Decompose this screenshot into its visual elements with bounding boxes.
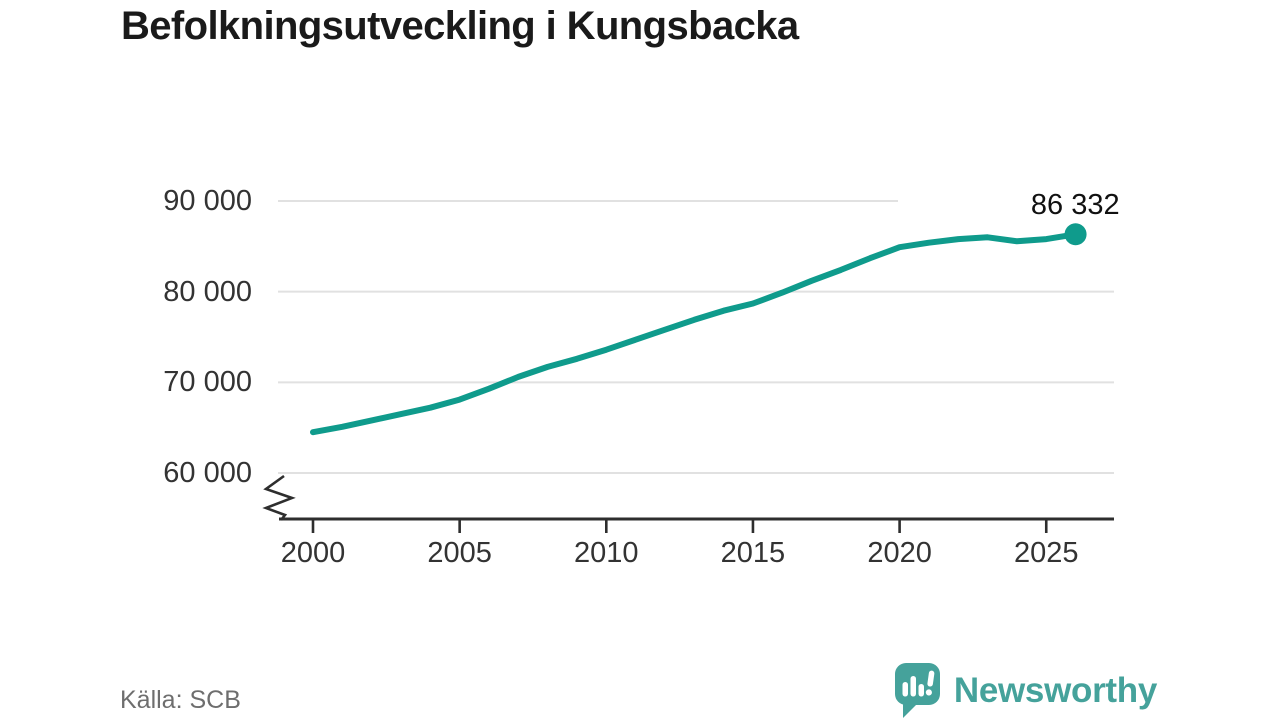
- y-axis-label: 80 000: [163, 275, 252, 308]
- end-value-label: 86 332: [897, 189, 1122, 224]
- x-axis-label: 2010: [574, 537, 639, 569]
- x-axis-label: 2020: [867, 537, 932, 569]
- y-axis-break-icon: [262, 474, 296, 521]
- x-axis-label: 2015: [720, 537, 786, 569]
- y-axis-label: 90 000: [163, 185, 252, 217]
- x-axis-label: 2005: [427, 537, 492, 569]
- y-axis-label: 70 000: [163, 366, 252, 399]
- source-note: Källa: SCB: [120, 686, 241, 714]
- y-axis-label: 60 000: [163, 457, 252, 489]
- x-axis-label: 2025: [1013, 537, 1079, 569]
- newsworthy-wordmark: Newsworthy: [953, 671, 1157, 710]
- x-axis-label: 2000: [280, 537, 346, 569]
- chart-title: Befolkningsutveckling i Kungsbacka: [121, 4, 799, 48]
- population-line-series: [310, 231, 1079, 436]
- end-point-marker: [1064, 223, 1087, 246]
- newsworthy-bubble-chart-icon: [894, 663, 940, 718]
- newsworthy-logo: Newsworthy: [893, 663, 1157, 719]
